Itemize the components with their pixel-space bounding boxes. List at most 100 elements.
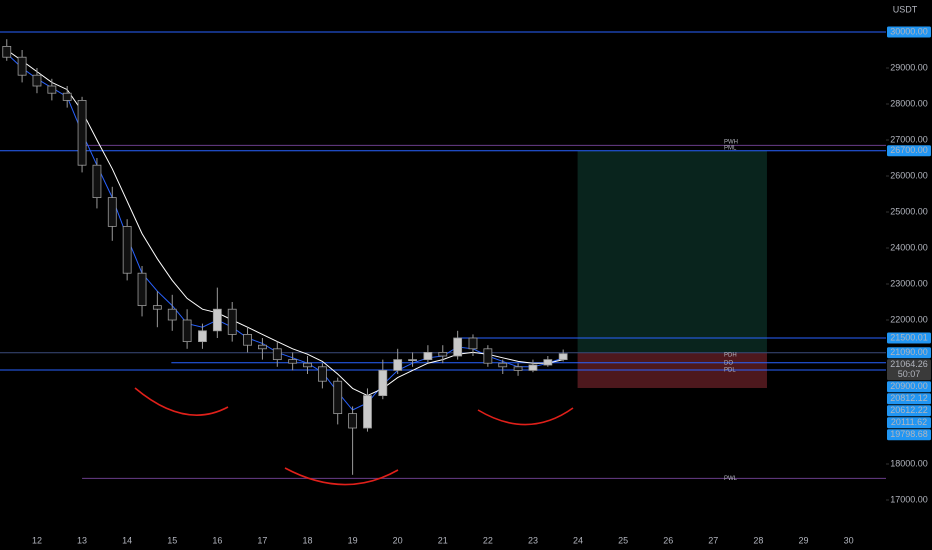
candle-body: [408, 359, 417, 362]
price-label: 26700.00: [890, 145, 928, 155]
price-label: 19798.68: [890, 429, 928, 439]
y-tick-label: 27000.00: [890, 134, 928, 144]
candle-body: [528, 364, 538, 371]
candle-body: [393, 359, 403, 371]
candle-body: [317, 366, 327, 382]
x-tick-label: 23: [528, 535, 538, 545]
candle-body: [107, 197, 117, 227]
candle-body: [272, 348, 282, 361]
y-tick-label: 23000.00: [890, 278, 928, 288]
level-label: PWL: [724, 476, 738, 482]
candle-body: [483, 348, 493, 364]
candle-body: [258, 344, 267, 350]
price-label: 21064.26: [890, 359, 928, 369]
candle-body: [288, 359, 298, 364]
x-tick-label: 24: [573, 535, 583, 545]
candle-body: [498, 362, 508, 368]
candle-body: [137, 272, 147, 307]
moving-average: [6, 49, 564, 397]
price-label: 20900.00: [890, 381, 928, 391]
x-tick-label: 30: [844, 535, 854, 545]
price-label-box: [887, 393, 931, 405]
annotation-arc: [134, 387, 229, 416]
candle-body: [47, 85, 57, 94]
y-tick-label: 28000.00: [890, 98, 928, 108]
target-zone: [577, 150, 767, 353]
x-tick-label: 28: [753, 535, 763, 545]
price-label-box: [887, 381, 931, 393]
x-tick-label: 14: [122, 535, 132, 545]
candle-body: [243, 334, 252, 346]
annotation-arc: [284, 467, 399, 486]
price-label: 21500.01: [890, 332, 928, 342]
candle-body: [77, 100, 87, 166]
candle-body: [227, 308, 237, 335]
x-tick-label: 16: [212, 535, 222, 545]
price-label-box: [887, 26, 931, 38]
candle-body: [182, 319, 192, 343]
candle-body: [513, 366, 523, 371]
level-label: PWH: [724, 139, 738, 145]
x-tick-label: 13: [77, 535, 87, 545]
x-tick-label: 18: [302, 535, 312, 545]
price-label-box: [887, 359, 931, 381]
x-tick-label: 25: [618, 535, 628, 545]
y-tick-label: 18000.00: [890, 458, 928, 468]
x-tick-label: 12: [32, 535, 42, 545]
candle-body: [363, 395, 372, 429]
y-tick-label: 17000.00: [890, 494, 928, 504]
y-tick-label: 22000.00: [890, 314, 928, 324]
candle-body: [32, 74, 42, 87]
price-label-box: [887, 429, 931, 441]
candle-body: [167, 308, 177, 321]
x-tick-label: 22: [483, 535, 493, 545]
candle-body: [62, 92, 72, 101]
annotation-arc: [477, 407, 574, 426]
candle-body: [378, 370, 388, 397]
candle-body: [438, 352, 448, 357]
price-label: 20111.62: [891, 417, 927, 427]
x-tick-label: 17: [257, 535, 267, 545]
y-tick-label: 24000.00: [890, 242, 928, 252]
candle-body: [198, 330, 207, 343]
price-label-box: [887, 145, 931, 157]
price-label-box: [887, 332, 931, 344]
y-tick-label: 25000.00: [890, 206, 928, 216]
x-tick-label: 20: [393, 535, 403, 545]
x-tick-label: 15: [167, 535, 177, 545]
candle-body: [468, 337, 478, 350]
candle-body: [348, 413, 357, 429]
level-label: PDH: [724, 353, 737, 359]
candle-body: [543, 359, 553, 366]
x-tick-label: 21: [438, 535, 448, 545]
candle-body: [2, 46, 12, 58]
price-label: 20812.12: [890, 393, 928, 403]
x-tick-label: 29: [798, 535, 808, 545]
x-tick-label: 26: [663, 535, 673, 545]
x-tick-label: 27: [708, 535, 718, 545]
price-label-box: [887, 405, 931, 417]
level-label: DO: [724, 360, 733, 366]
candle-body: [92, 164, 102, 199]
y-tick-label: 29000.00: [890, 62, 928, 72]
candle-body: [152, 305, 162, 310]
price-label: 20612.22: [890, 405, 928, 415]
candle-body: [453, 337, 463, 357]
countdown: 50:07: [898, 369, 921, 379]
price-label-box: [887, 347, 931, 359]
candle-body: [212, 308, 222, 332]
candle-body: [333, 380, 343, 415]
price-label: 21090.00: [890, 347, 928, 357]
level-label: PDL: [724, 368, 736, 374]
unit-label: USDT: [893, 4, 918, 14]
x-tick-label: 19: [348, 535, 358, 545]
candle-body: [423, 352, 433, 361]
level-label: PML: [724, 146, 737, 152]
candle-body: [17, 56, 27, 76]
price-label-box: [887, 417, 931, 429]
candle-body: [122, 226, 132, 274]
